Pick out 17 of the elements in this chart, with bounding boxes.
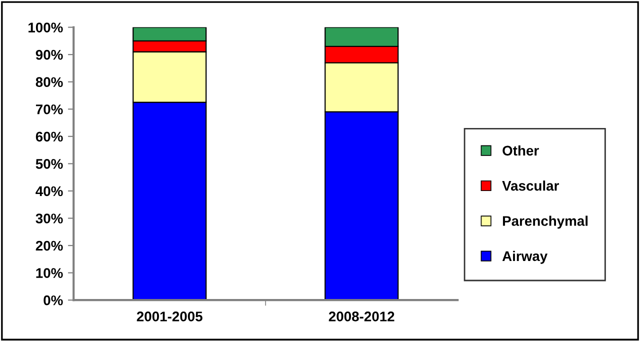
legend-label: Vascular [502, 180, 559, 191]
y-tick-label: 80% [36, 77, 63, 88]
legend-label: Parenchymal [502, 216, 588, 229]
y-tick-label: 20% [36, 240, 63, 251]
legend-label: Other [502, 145, 539, 156]
y-tick-label: 40% [36, 186, 63, 196]
y-tick-label: 10% [36, 268, 63, 278]
y-tick-label: 50% [36, 159, 63, 169]
y-tick-label: 60% [36, 132, 63, 142]
y-tick-label: 100% [28, 22, 63, 32]
y-tick-label: 90% [36, 50, 63, 60]
x-tick-label: 2001-2005 [136, 312, 202, 322]
x-tick-label: 2008-2012 [328, 312, 394, 322]
y-tick-label: 30% [36, 214, 63, 224]
y-tick-label: 0% [44, 295, 63, 306]
legend-label: Airway [502, 250, 548, 264]
y-tick-label: 70% [36, 104, 63, 114]
